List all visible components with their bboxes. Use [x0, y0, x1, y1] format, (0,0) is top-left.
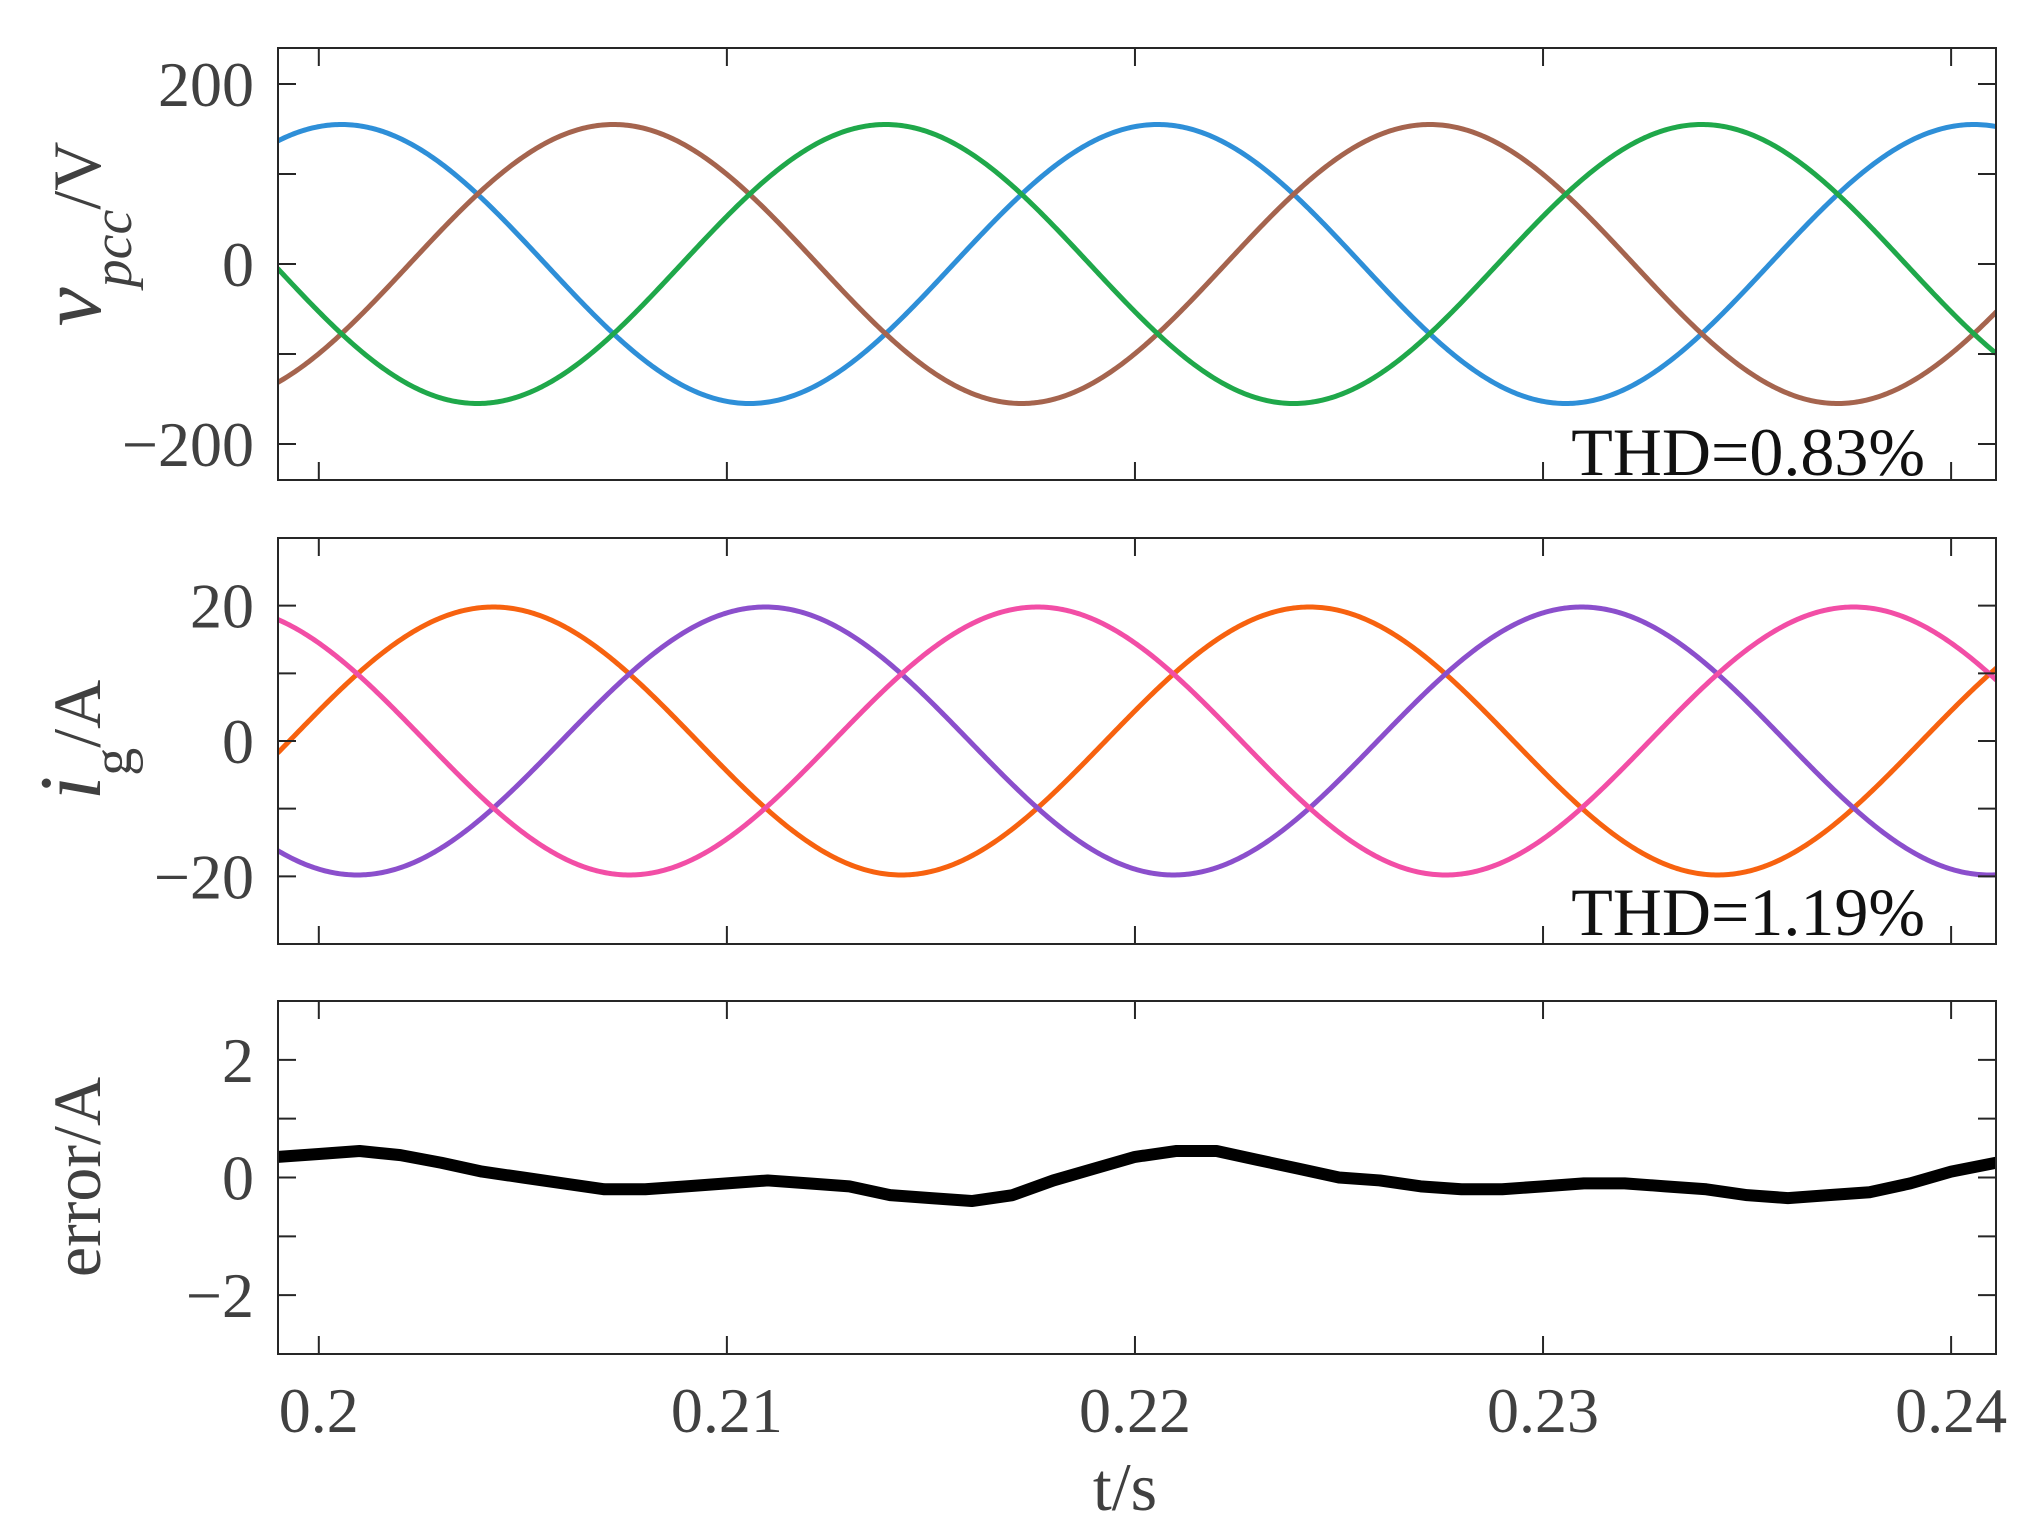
ytick-label-voltage: −200: [122, 409, 254, 480]
ylabel-error: error/A: [39, 1077, 115, 1277]
panel-error: error/A −2 0 2 0.2 0.21 0.22 0.23 0.24: [39, 1000, 2007, 1446]
ytick-label-error: −2: [186, 1260, 254, 1331]
series-line-current-2: [278, 604, 1996, 878]
panel-current: ig/A THD=1.19% −20 0 20: [23, 537, 1997, 950]
xtick-label: 0.21: [671, 1375, 783, 1446]
series-line-voltage-2: [278, 122, 1996, 406]
ytick-label-error: 0: [222, 1143, 254, 1214]
ytick-label-current: −20: [154, 841, 254, 912]
xtick-label: 0.23: [1487, 1375, 1599, 1446]
series-line-current-3: [278, 604, 1996, 878]
ylabel-voltage-sub: pcc: [82, 209, 144, 291]
ylabel-voltage-main: v: [23, 286, 120, 326]
ytick-label-voltage: 0: [222, 229, 254, 300]
series-line-voltage-3: [278, 122, 1996, 406]
series-line-error-1: [278, 1145, 1996, 1208]
ylabel-voltage-tail: /V: [39, 142, 115, 210]
ylabel-voltage: vpcc/V: [23, 142, 144, 327]
ylabel-current-tail: /A: [39, 680, 115, 748]
thd-current: THD=1.19%: [1571, 874, 1925, 950]
ylabel-current-main: i: [23, 776, 120, 800]
ytick-label-current: 0: [222, 706, 254, 777]
xlabel: t/s: [1093, 1449, 1157, 1525]
xtick-label: 0.2: [279, 1375, 359, 1446]
series-line-current-1: [278, 604, 1996, 878]
panel-voltage: vpcc/V THD=0.83% −200 0 200: [23, 47, 1997, 490]
xtick-label: 0.22: [1079, 1375, 1191, 1446]
thd-voltage: THD=0.83%: [1571, 414, 1925, 490]
ytick-label-voltage: 200: [158, 49, 254, 120]
ylabel-current-sub: g: [82, 748, 144, 776]
ytick-label-current: 20: [190, 571, 254, 642]
ytick-label-error: 2: [222, 1025, 254, 1096]
ylabel-current: ig/A: [23, 680, 144, 800]
xtick-label: 0.24: [1895, 1375, 2007, 1446]
series-line-voltage-1: [278, 122, 1996, 406]
